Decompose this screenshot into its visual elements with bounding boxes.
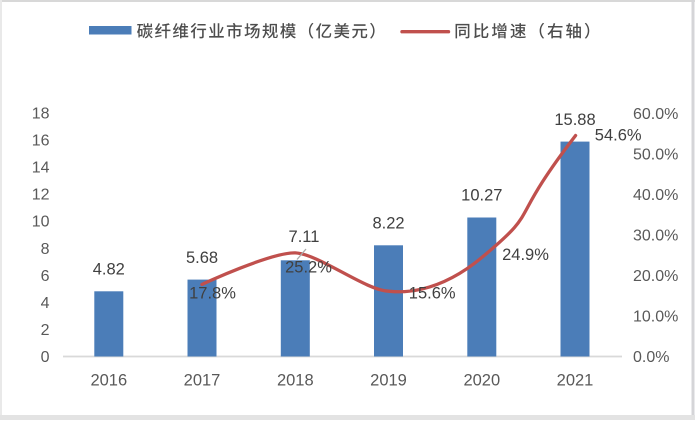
svg-text:18: 18 [32,106,50,123]
svg-text:2016: 2016 [90,372,127,390]
svg-text:10: 10 [32,214,50,231]
svg-text:16: 16 [32,133,50,150]
svg-text:5.68: 5.68 [186,249,218,267]
svg-text:60.0%: 60.0% [633,106,678,123]
svg-text:12: 12 [32,187,50,204]
svg-text:2021: 2021 [557,372,594,390]
svg-text:2017: 2017 [184,372,221,390]
svg-text:15.88: 15.88 [554,111,595,129]
svg-text:40.0%: 40.0% [633,187,678,204]
svg-text:54.6%: 54.6% [595,127,642,145]
svg-text:50.0%: 50.0% [633,147,678,164]
svg-text:6: 6 [41,268,50,285]
svg-text:7.11: 7.11 [289,228,320,246]
svg-text:24.9%: 24.9% [502,246,549,264]
svg-text:14: 14 [32,160,50,177]
svg-text:4: 4 [41,295,50,312]
svg-text:0.0%: 0.0% [633,349,669,366]
svg-text:2019: 2019 [370,372,407,390]
svg-text:4.82: 4.82 [93,261,125,279]
svg-text:8.22: 8.22 [372,215,404,233]
svg-text:25.2%: 25.2% [285,259,332,277]
svg-text:8: 8 [41,241,50,258]
svg-text:30.0%: 30.0% [633,228,678,245]
svg-text:0: 0 [41,349,50,366]
svg-text:10.0%: 10.0% [633,309,678,326]
svg-text:10.27: 10.27 [461,187,502,205]
svg-text:2020: 2020 [463,372,500,390]
svg-text:2: 2 [41,322,50,339]
svg-text:15.6%: 15.6% [409,285,456,303]
svg-text:20.0%: 20.0% [633,268,678,285]
svg-text:17.8%: 17.8% [189,284,236,302]
svg-text:2018: 2018 [277,372,314,390]
